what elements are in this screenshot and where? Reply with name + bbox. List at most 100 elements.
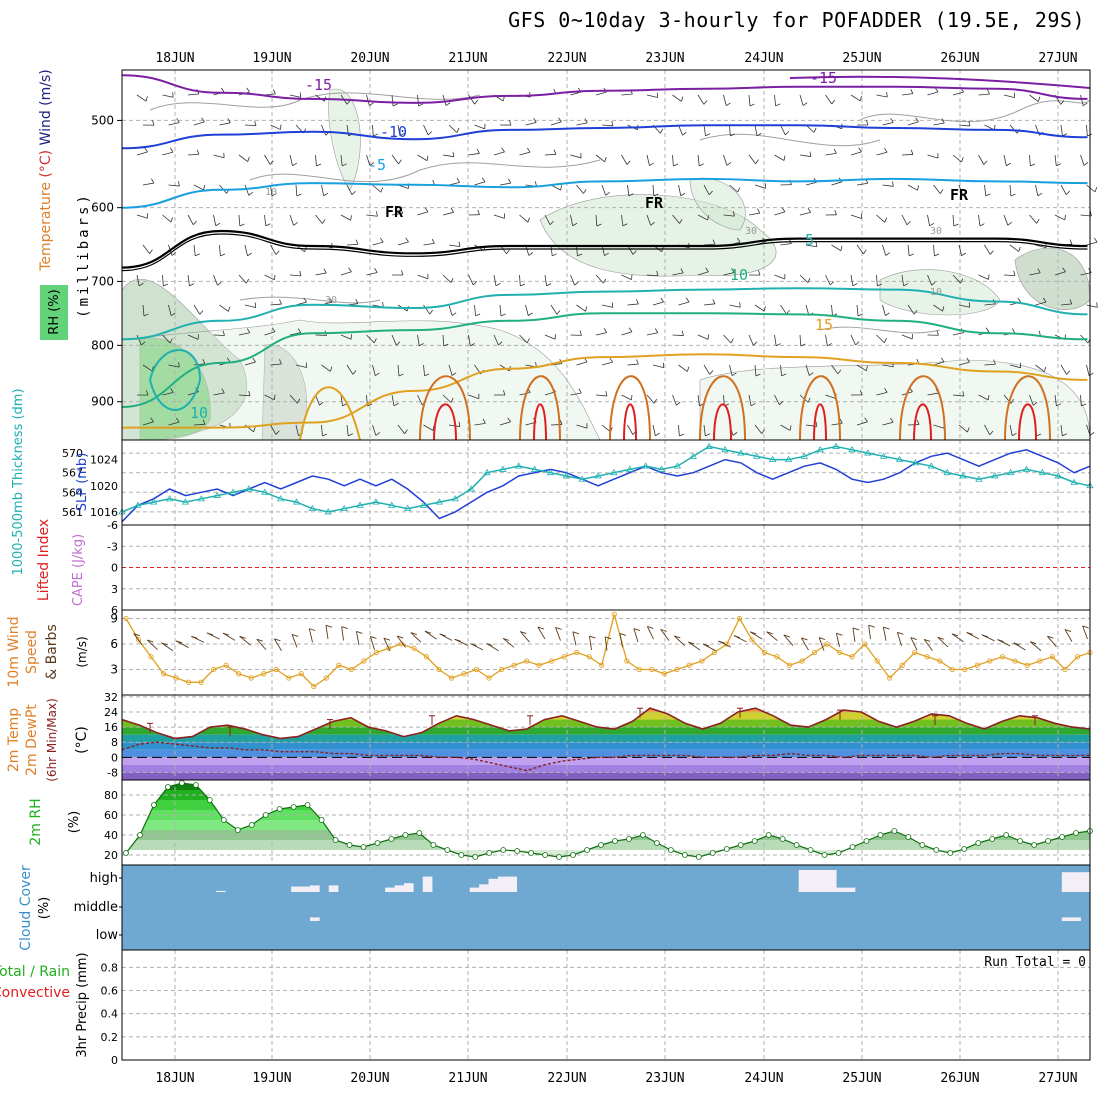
wind-barb	[754, 124, 758, 136]
rh-marker	[151, 802, 157, 808]
rh-marker	[598, 842, 604, 848]
wind-barb	[1042, 297, 1047, 303]
wind-barb	[856, 244, 864, 255]
wind-speed-marker	[887, 675, 893, 681]
wind-barb	[703, 643, 710, 647]
wind-barb	[141, 341, 146, 346]
wind-barb	[271, 193, 277, 197]
wind-barb	[646, 626, 654, 640]
wind-barb	[366, 154, 371, 166]
rh-marker	[723, 846, 730, 852]
wind-barb	[450, 277, 454, 283]
wind-barb	[685, 297, 690, 303]
y-tick-label: -8	[107, 766, 118, 779]
wind-speed-marker	[912, 649, 918, 656]
wind-speed-marker	[436, 666, 442, 673]
wind-barb	[195, 253, 200, 257]
thickness-marker	[673, 462, 682, 469]
wind-barb	[396, 635, 406, 648]
wind-barb	[576, 184, 584, 194]
rh-shading	[689, 177, 746, 231]
rh-marker	[961, 846, 968, 852]
wind-barb	[1082, 102, 1088, 107]
wind-barb	[966, 632, 973, 635]
wind-speed-marker	[298, 671, 304, 677]
wind-barb	[730, 133, 736, 137]
wind-speed-marker	[361, 658, 367, 664]
wind-barb	[1013, 642, 1026, 651]
wind-barb	[477, 209, 480, 215]
temp-contour-25	[533, 403, 547, 441]
wind-barb	[519, 274, 521, 287]
date-label-bottom: 19JUN	[252, 1071, 291, 1086]
wind-barb	[202, 419, 206, 425]
wind-barb	[850, 334, 856, 346]
rh-marker	[165, 784, 171, 790]
chart-title: GFS 0~10day 3-hourly for POFADDER (19.5E…	[508, 8, 1085, 32]
wind-speed-marker	[461, 671, 467, 677]
wind-barb	[1094, 187, 1098, 193]
wind-speed-marker	[686, 662, 692, 668]
rh-band	[126, 840, 1090, 850]
wind-speed-marker	[924, 654, 930, 660]
wind-barb	[448, 124, 458, 133]
wind-barb	[679, 433, 685, 437]
temp-contour-25	[913, 403, 932, 441]
temp-band	[122, 734, 1090, 743]
wind-speed-marker	[987, 658, 993, 664]
wind-barb	[570, 214, 574, 226]
wind-barb	[807, 207, 812, 213]
wind-barb	[509, 120, 512, 126]
wind-barb	[217, 281, 222, 286]
wind-barb	[187, 93, 199, 96]
wind-barb	[723, 154, 728, 166]
rh-marker	[220, 817, 227, 823]
wind-barb	[1065, 190, 1070, 195]
wind-barb	[248, 191, 253, 196]
thickness-marker	[562, 472, 571, 479]
wind-barb	[952, 214, 955, 226]
thickness-marker	[657, 465, 666, 472]
wind-barb	[621, 93, 633, 96]
wind-barb	[442, 211, 454, 216]
wind-barb	[238, 214, 241, 226]
y-axis-label: 10m Wind	[6, 616, 22, 687]
rh-marker	[626, 836, 632, 842]
wind-barb	[831, 304, 833, 316]
wind-speed-marker	[1062, 666, 1068, 673]
wind-barb	[983, 160, 988, 165]
wind-barb	[244, 361, 256, 366]
wind-barb	[372, 124, 374, 137]
wind-barb	[915, 117, 919, 123]
wind-barb	[652, 301, 664, 306]
rh-marker	[905, 834, 912, 840]
wind-barb	[481, 177, 486, 183]
rh-marker	[1045, 838, 1051, 844]
wind-barb	[885, 252, 891, 256]
wind-barb	[1035, 184, 1039, 196]
temp-contour-20	[799, 375, 841, 441]
wind-barb	[168, 122, 180, 126]
wind-barb	[984, 184, 987, 196]
wind-barb	[168, 304, 172, 316]
date-label-bottom: 27JUN	[1038, 1071, 1077, 1086]
rh-marker	[1073, 830, 1079, 836]
wind-barb	[222, 632, 236, 641]
wind-barb	[774, 334, 777, 346]
wind-barb	[1086, 364, 1090, 376]
wind-barb	[369, 102, 374, 106]
wind-barb	[162, 214, 172, 223]
wind-barb	[775, 103, 781, 107]
wind-barb	[147, 639, 154, 643]
wind-barb	[219, 304, 229, 312]
wind-barb	[187, 153, 200, 156]
wind-barb	[681, 96, 684, 102]
wind-barb	[801, 637, 809, 651]
wind-barb	[303, 297, 307, 303]
contour-label: 15	[815, 316, 833, 334]
wind-speed-marker	[962, 666, 968, 673]
wind-barb	[410, 632, 422, 643]
wind-barb	[827, 343, 832, 347]
rh-marker	[919, 842, 926, 848]
wind-barb	[553, 149, 557, 155]
